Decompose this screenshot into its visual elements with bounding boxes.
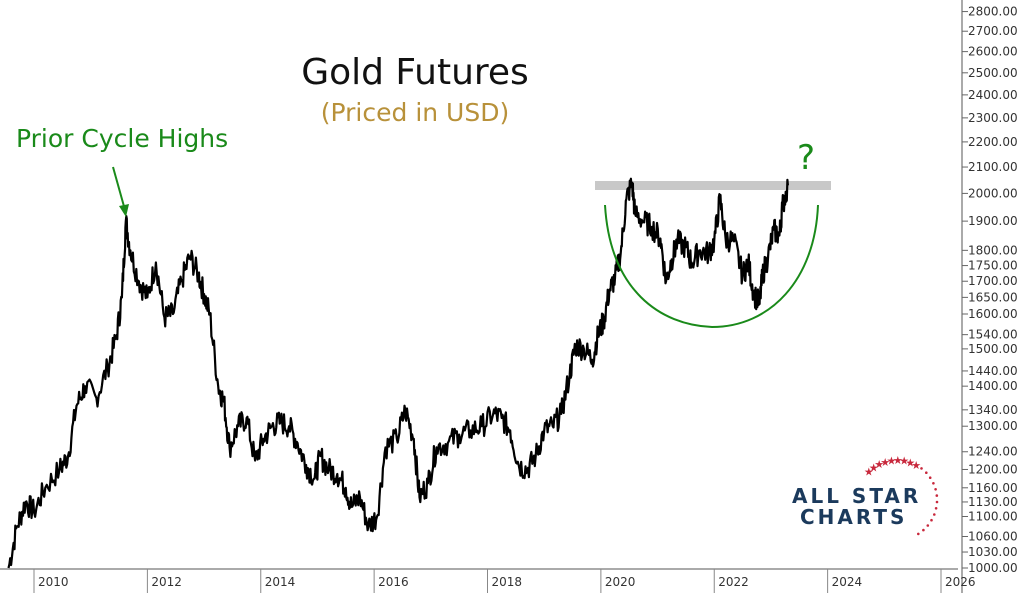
y-tick-label: 1060.00 <box>968 530 1018 544</box>
x-tick-label: 2024 <box>832 575 863 589</box>
y-tick-label: 2400.00 <box>968 88 1018 102</box>
cup-arc-layer <box>604 204 819 329</box>
prior-cycle-highs-label: Prior Cycle Highs <box>16 124 229 153</box>
y-tick-label: 1800.00 <box>968 243 1018 257</box>
y-tick-label: 1100.00 <box>968 509 1018 523</box>
logo-star: ★ <box>893 455 903 467</box>
logo-dot <box>930 518 933 522</box>
y-tick-label: 1600.00 <box>968 307 1018 321</box>
logo-dot <box>917 532 920 536</box>
logo-star: ★ <box>911 460 921 472</box>
x-tick-label: 2010 <box>38 575 69 589</box>
x-tick-label: 2014 <box>265 575 296 589</box>
price-series-layer <box>7 177 789 569</box>
x-tick-label: 2026 <box>945 575 976 589</box>
logo-dot <box>933 513 936 516</box>
y-tick-label: 1440.00 <box>968 364 1018 378</box>
logo-star: ★ <box>874 459 884 471</box>
logo-star: ★ <box>905 457 915 469</box>
logo-star: ★ <box>899 456 909 468</box>
y-tick-label: 2700.00 <box>968 24 1018 38</box>
y-tick-label: 1500.00 <box>968 342 1018 356</box>
logo-star: ★ <box>880 457 890 469</box>
logo-star: ★ <box>869 462 879 474</box>
logo-dot <box>920 467 923 470</box>
x-tick-label: 2018 <box>492 575 523 589</box>
logo-dot <box>922 528 925 532</box>
y-tick-label: 2000.00 <box>968 186 1018 200</box>
x-tick-label: 2020 <box>605 575 636 589</box>
y-tick-label: 1000.00 <box>968 561 1018 575</box>
y-tick-label: 2200.00 <box>968 135 1018 149</box>
x-tick-label: 2022 <box>718 575 749 589</box>
annotation-arrow-line <box>112 166 126 211</box>
all-star-charts-logo: ALL STAR CHARTS <box>780 460 940 540</box>
y-tick-label: 2800.00 <box>968 5 1018 19</box>
arrow-layer <box>112 166 129 217</box>
logo-dot <box>932 482 935 485</box>
y-tick-label: 2300.00 <box>968 111 1018 125</box>
logo-line-2: CHARTS <box>800 505 908 529</box>
logo-dot <box>935 494 939 497</box>
logo-stars: ★★★★★★★★★ <box>864 455 939 536</box>
cup-arc <box>604 204 819 329</box>
y-tick-label: 1240.00 <box>968 445 1018 459</box>
logo-dot <box>935 500 939 504</box>
logo-dot <box>928 476 932 480</box>
y-tick-label: 1340.00 <box>968 403 1018 417</box>
y-tick-label: 1030.00 <box>968 545 1018 559</box>
chart-subtitle: (Priced in USD) <box>320 98 510 127</box>
logo-star: ★ <box>864 467 874 479</box>
logo-line-1: ALL STAR <box>792 484 922 508</box>
question-mark-label: ? <box>797 138 816 178</box>
price-series-line-0 <box>7 177 789 569</box>
y-tick-label: 1700.00 <box>968 274 1018 288</box>
x-tick-label: 2016 <box>378 575 409 589</box>
resistance-band-layer <box>595 181 831 190</box>
y-tick-label: 1750.00 <box>968 259 1018 273</box>
y-tick-label: 1200.00 <box>968 462 1018 476</box>
y-tick-label: 2500.00 <box>968 66 1018 80</box>
chart-title: Gold Futures <box>301 52 529 93</box>
y-tick-label: 1650.00 <box>968 290 1018 304</box>
annotation-arrowhead <box>119 204 129 217</box>
y-tick-label: 1540.00 <box>968 328 1018 342</box>
y-tick-label: 1400.00 <box>968 379 1018 393</box>
logo-dot <box>925 471 928 475</box>
y-tick-label: 1900.00 <box>968 214 1018 228</box>
x-tick-label: 2012 <box>151 575 182 589</box>
y-tick-label: 1300.00 <box>968 419 1018 433</box>
logo-dot <box>934 488 937 491</box>
logo-dot <box>926 524 930 527</box>
y-tick-label: 2600.00 <box>968 45 1018 59</box>
y-tick-label: 1130.00 <box>968 495 1018 509</box>
y-tick-label: 2100.00 <box>968 160 1018 174</box>
y-tick-label: 1160.00 <box>968 481 1018 495</box>
logo-dot <box>934 507 938 510</box>
resistance-band <box>595 181 831 190</box>
logo-star: ★ <box>886 455 896 467</box>
